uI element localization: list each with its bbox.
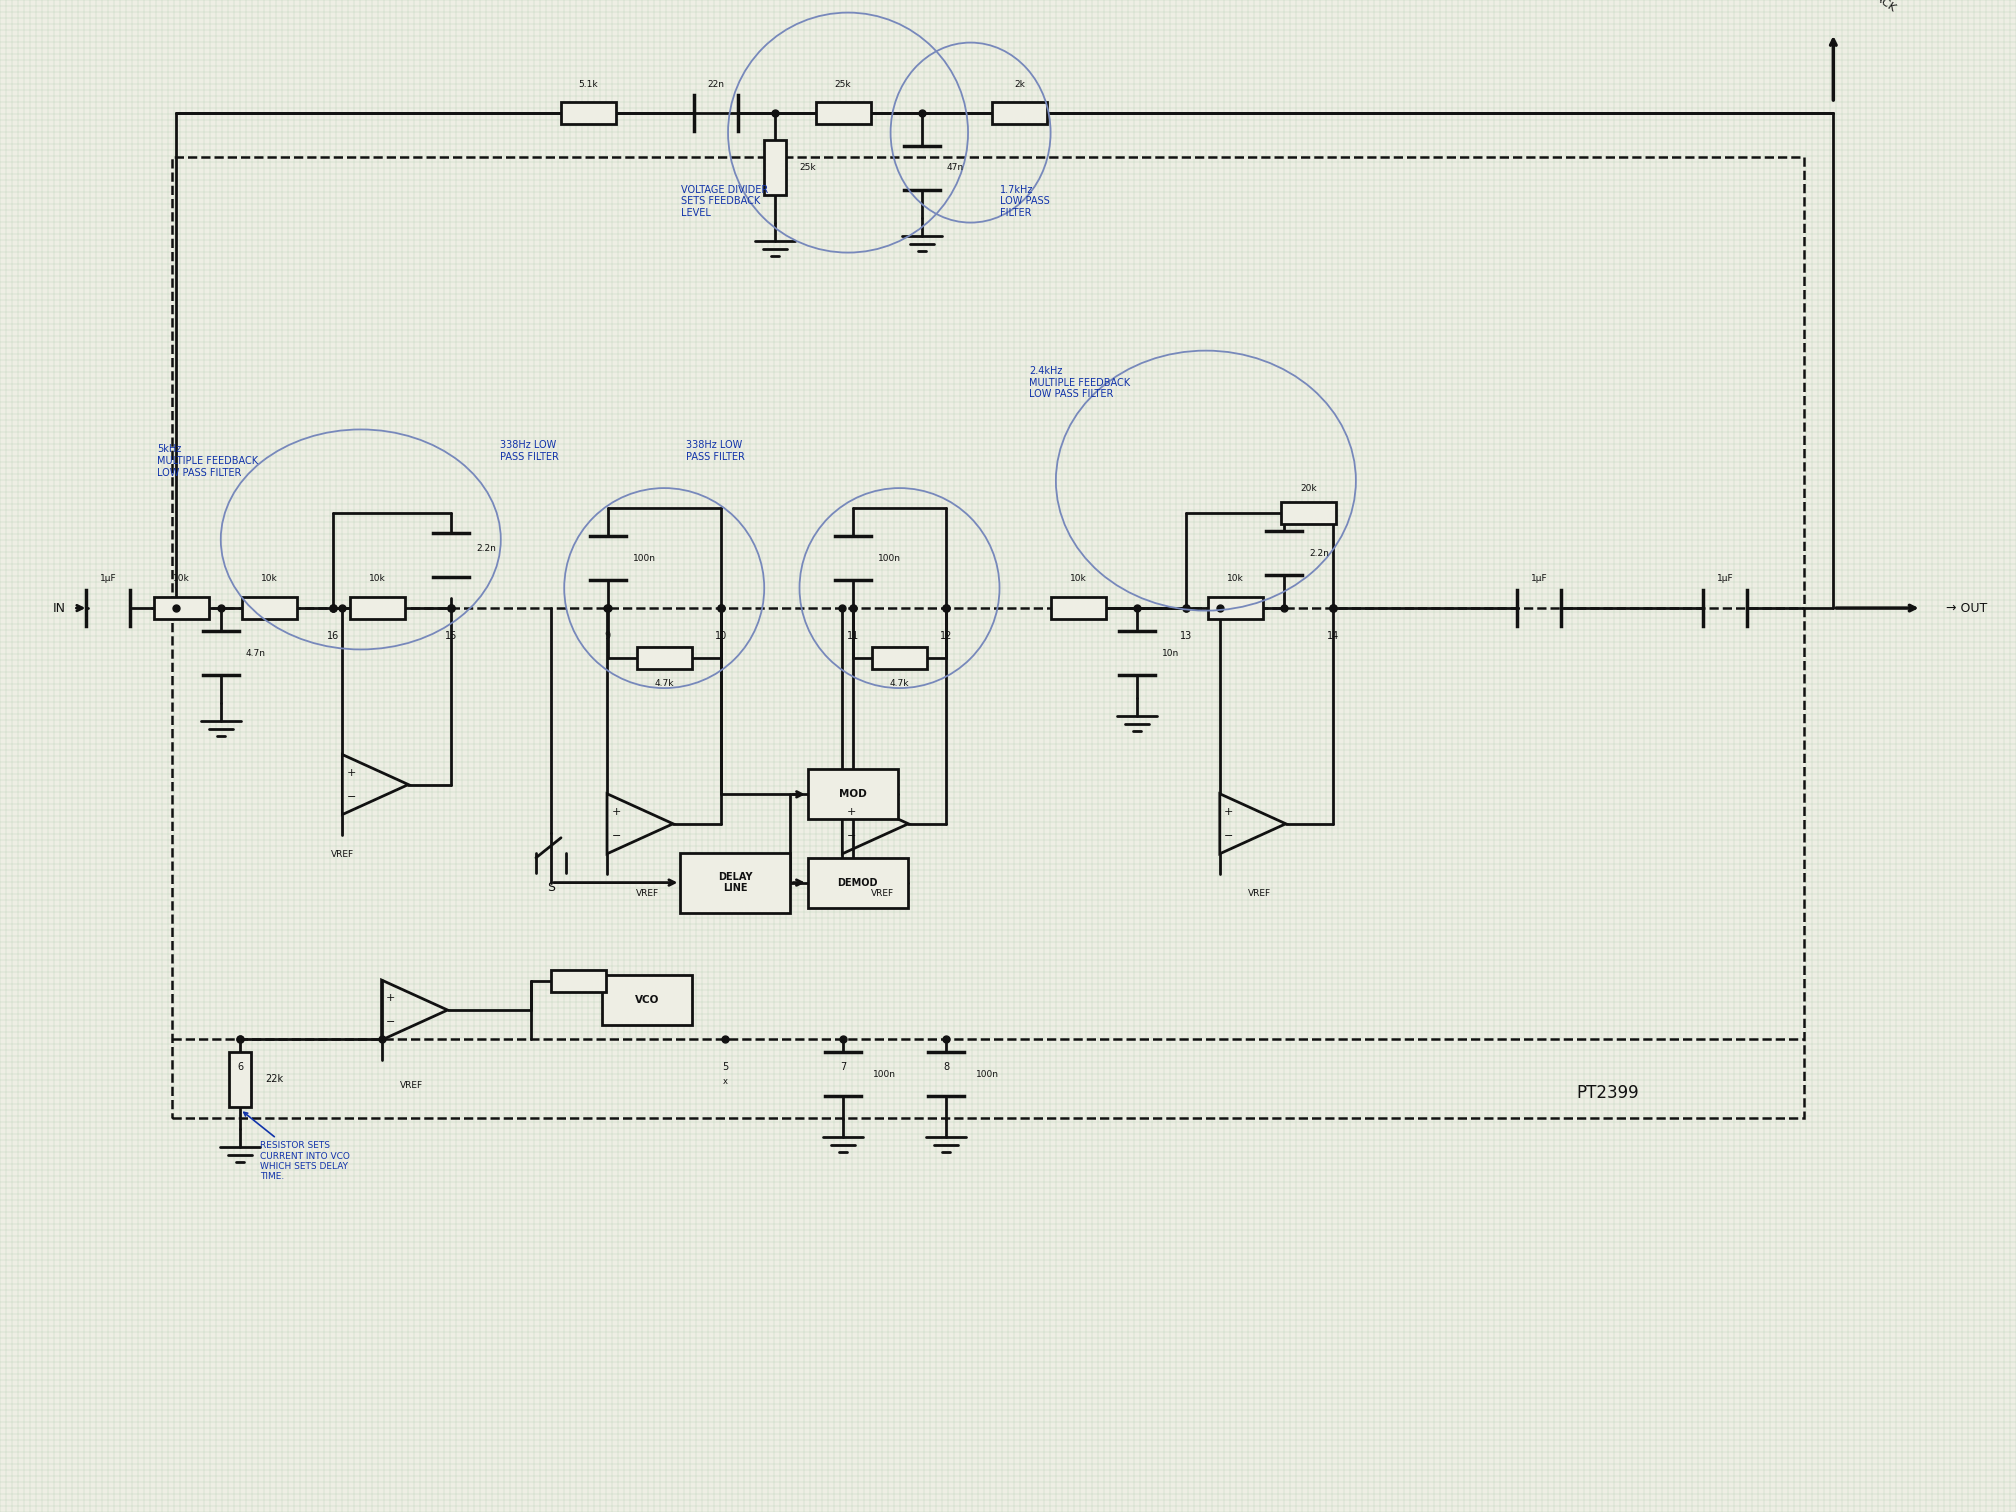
Text: 2.2n: 2.2n (476, 544, 496, 552)
Bar (171, 157, 1804, 1117)
Text: → OUT: → OUT (1945, 602, 1988, 614)
Text: DELAY
LINE: DELAY LINE (718, 872, 752, 894)
Text: VREF: VREF (399, 1081, 423, 1090)
Text: VOLTAGE DIVIDER
SETS FEEDBACK
LEVEL: VOLTAGE DIVIDER SETS FEEDBACK LEVEL (681, 184, 768, 218)
Text: 47n: 47n (948, 163, 964, 172)
Text: x: x (724, 1077, 728, 1086)
Text: 10n: 10n (1163, 649, 1179, 658)
Text: 1μF: 1μF (1530, 573, 1548, 582)
Text: +: + (847, 807, 857, 816)
Text: 100n: 100n (976, 1070, 1000, 1080)
Text: 12: 12 (939, 631, 952, 641)
Bar (764, 141, 786, 195)
Text: 10k: 10k (1070, 573, 1087, 582)
Bar (351, 597, 405, 618)
Text: 14: 14 (1327, 631, 1339, 641)
Text: PT2399: PT2399 (1577, 1084, 1639, 1102)
Text: 10k: 10k (173, 573, 190, 582)
Bar (1208, 597, 1262, 618)
Bar (808, 770, 897, 820)
Text: MOD: MOD (839, 789, 867, 800)
Text: +: + (611, 807, 621, 816)
Text: 100n: 100n (633, 553, 655, 562)
Text: 25k: 25k (835, 80, 851, 89)
Text: 9: 9 (605, 631, 611, 641)
Text: 5: 5 (722, 1063, 728, 1072)
Bar (808, 857, 907, 907)
Text: 5.1k: 5.1k (579, 80, 599, 89)
Text: 4.7n: 4.7n (246, 649, 266, 658)
Bar (816, 101, 871, 124)
Text: 2.2n: 2.2n (1308, 549, 1329, 558)
Text: 15: 15 (446, 631, 458, 641)
Text: 13: 13 (1179, 631, 1191, 641)
Text: VREF: VREF (635, 889, 659, 898)
Text: 11: 11 (847, 631, 859, 641)
Bar (153, 597, 210, 618)
Bar (1282, 502, 1337, 525)
Text: +: + (385, 993, 395, 1002)
Text: IN: IN (52, 602, 65, 614)
Text: VREF: VREF (871, 889, 893, 898)
Text: 1μF: 1μF (99, 573, 117, 582)
Text: S: S (546, 881, 554, 894)
Text: 10k: 10k (262, 573, 278, 582)
Text: 22k: 22k (266, 1075, 284, 1084)
Bar (873, 647, 927, 670)
Text: VCO: VCO (635, 995, 659, 1005)
Text: 10k: 10k (369, 573, 385, 582)
Text: VREF: VREF (331, 850, 355, 859)
Text: 8: 8 (943, 1063, 950, 1072)
Text: 7: 7 (841, 1063, 847, 1072)
Bar (1050, 597, 1107, 618)
Text: 100n: 100n (877, 553, 901, 562)
Text: 338Hz LOW
PASS FILTER: 338Hz LOW PASS FILTER (500, 440, 558, 463)
Bar (679, 853, 790, 913)
Text: 22n: 22n (708, 80, 724, 89)
Bar (230, 1052, 252, 1107)
Text: −: − (347, 792, 357, 801)
Text: −: − (847, 830, 857, 841)
Text: 16: 16 (327, 631, 339, 641)
Text: 10: 10 (714, 631, 726, 641)
Text: 2k: 2k (1014, 80, 1024, 89)
Bar (550, 969, 607, 992)
Text: 1.7kHz
LOW PASS
FILTER: 1.7kHz LOW PASS FILTER (1000, 184, 1050, 218)
Text: 10k: 10k (1228, 573, 1244, 582)
Text: 4.7k: 4.7k (655, 679, 673, 688)
Bar (560, 101, 615, 124)
Text: 25k: 25k (800, 163, 816, 172)
Text: −: − (385, 1018, 395, 1027)
Text: −: − (611, 830, 621, 841)
Text: 4.7k: 4.7k (889, 679, 909, 688)
Text: 2.4kHz
MULTIPLE FEEDBACK
LOW PASS FILTER: 2.4kHz MULTIPLE FEEDBACK LOW PASS FILTER (1030, 366, 1131, 399)
Text: FEEDBACK: FEEDBACK (1843, 0, 1897, 14)
Text: 1μF: 1μF (1718, 573, 1734, 582)
Text: 20k: 20k (1300, 484, 1316, 493)
Bar (637, 647, 691, 670)
Text: −: − (1224, 830, 1234, 841)
Text: 100n: 100n (873, 1070, 897, 1080)
Text: RESISTOR SETS
CURRENT INTO VCO
WHICH SETS DELAY
TIME.: RESISTOR SETS CURRENT INTO VCO WHICH SET… (244, 1113, 351, 1181)
Text: 5kHz
MULTIPLE FEEDBACK
LOW PASS FILTER: 5kHz MULTIPLE FEEDBACK LOW PASS FILTER (157, 445, 258, 478)
Text: DEMOD: DEMOD (837, 877, 879, 888)
Text: 6: 6 (238, 1063, 244, 1072)
Text: +: + (1224, 807, 1234, 816)
Bar (603, 975, 691, 1025)
Text: 338Hz LOW
PASS FILTER: 338Hz LOW PASS FILTER (685, 440, 746, 463)
Bar (242, 597, 296, 618)
Bar (992, 101, 1046, 124)
Text: +: + (347, 768, 357, 777)
Text: VREF: VREF (1248, 889, 1272, 898)
